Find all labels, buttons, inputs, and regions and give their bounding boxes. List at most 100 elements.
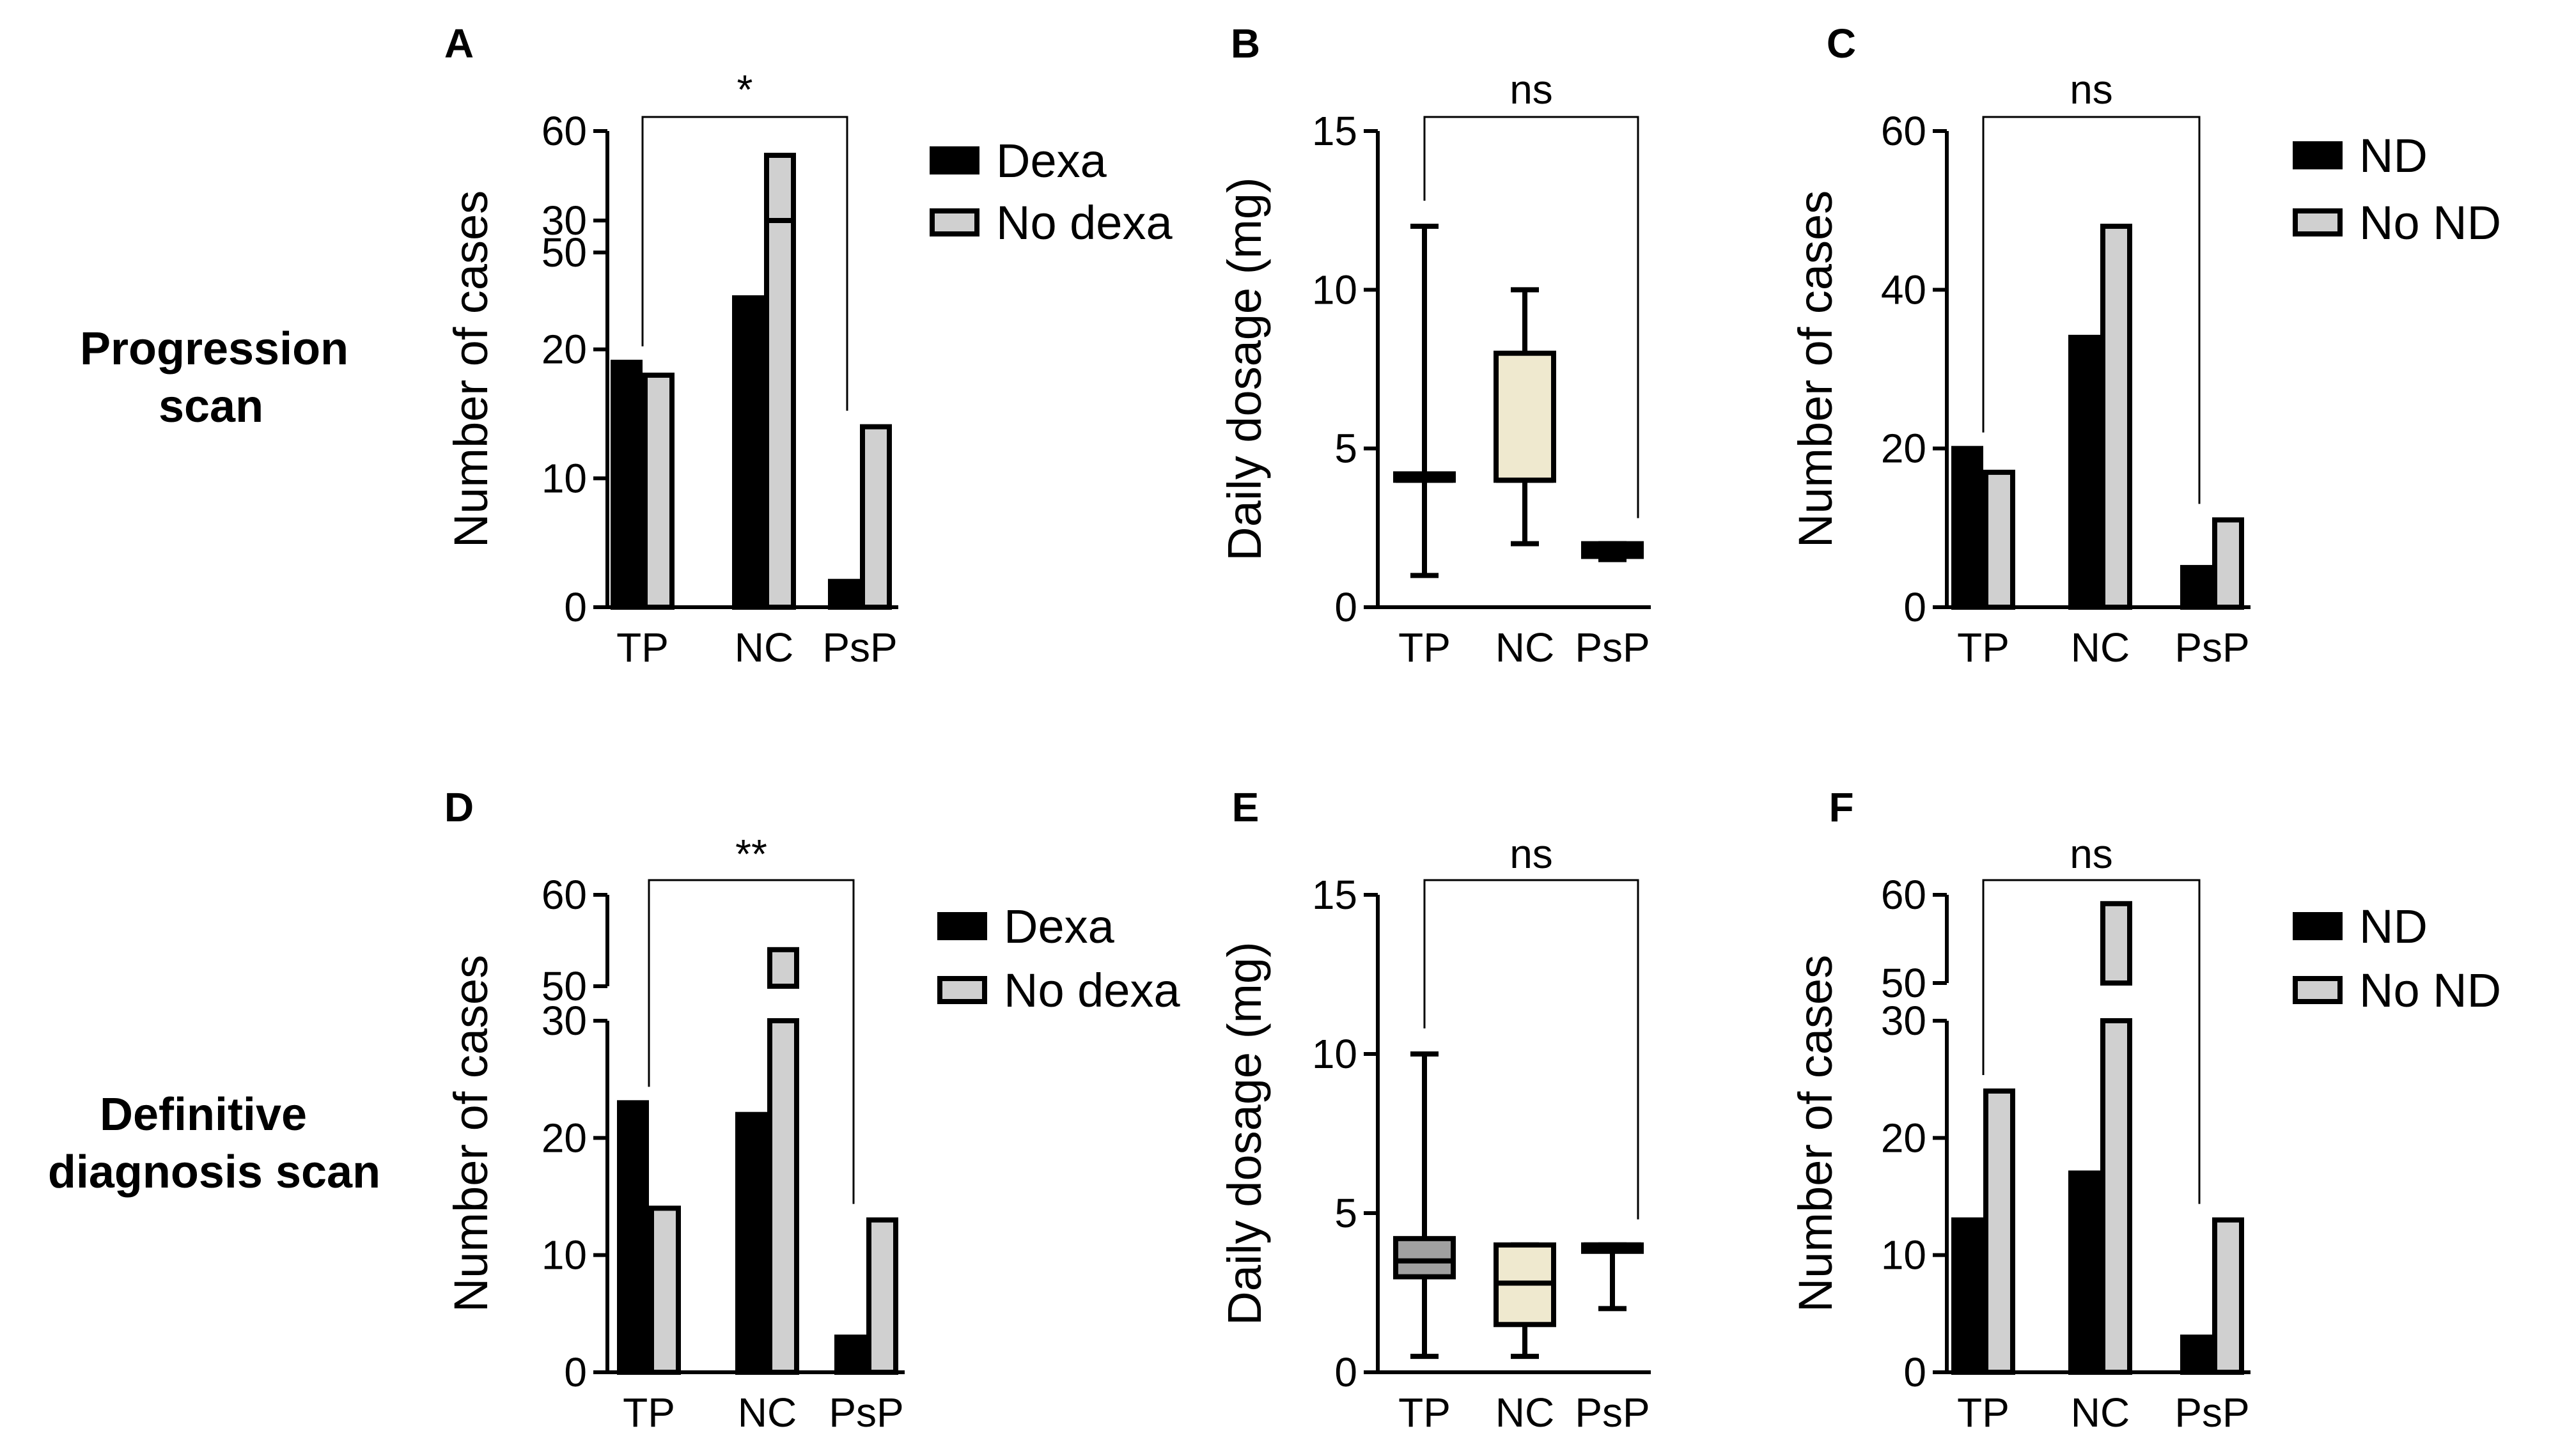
row-label-progression: Progression scan <box>80 323 348 432</box>
y-tick-label: 40 <box>1881 267 1926 313</box>
panel-c: C Number of cases 0 20 40 60 TP NC PsP ns ND No ND <box>1789 20 2501 670</box>
bar-nd <box>2068 1170 2100 1375</box>
legend-swatch <box>2293 912 2343 940</box>
bar-no-dexa <box>866 1217 898 1375</box>
x-tick-label: NC <box>1495 624 1554 670</box>
bar-no-dexa-lower <box>764 218 796 610</box>
bar-no-nd <box>2212 517 2244 610</box>
y-axis-title: Number of cases <box>444 955 497 1312</box>
x-tick-label: PsP <box>2174 624 2249 670</box>
bar-nd <box>2180 564 2212 610</box>
y-tick-label: 10 <box>542 455 587 501</box>
box <box>1393 1235 1456 1280</box>
panel-letter: C <box>1827 20 1856 66</box>
y-axis-title: Number of cases <box>444 190 497 548</box>
significance-label: ns <box>1510 66 1553 112</box>
bar-no-nd <box>1983 1088 2015 1375</box>
panel-b: B Daily dosage (mg) 0 5 10 15 TP NC PsP ns <box>1218 20 1651 670</box>
bar-nd <box>2180 1335 2212 1375</box>
x-tick-label: TP <box>1957 624 2009 670</box>
row-label-top-line2: scan <box>159 381 263 432</box>
x-tick-label: TP <box>623 1390 675 1436</box>
bar-no-nd <box>2100 224 2132 610</box>
legend-label: No dexa <box>996 196 1173 249</box>
x-tick-label: TP <box>616 624 669 670</box>
significance-label: ns <box>2070 831 2113 877</box>
row-label-bottom-line1: Definitive <box>100 1089 307 1140</box>
y-tick-label: 15 <box>1312 108 1357 154</box>
y-tick-label: 10 <box>1312 267 1357 313</box>
y-tick-label: 60 <box>1881 108 1926 154</box>
legend-label: No ND <box>2359 196 2501 249</box>
legend-label: ND <box>2359 900 2428 953</box>
y-tick-label: 0 <box>1334 584 1357 630</box>
y-tick-label: 20 <box>1881 1115 1926 1161</box>
row-label-top-line1: Progression <box>80 323 348 375</box>
significance-bracket <box>648 879 855 1204</box>
bar-dexa <box>617 1100 649 1375</box>
legend-label: Dexa <box>1004 900 1115 953</box>
y-tick-label: 10 <box>542 1232 587 1278</box>
legend-swatch <box>937 912 987 940</box>
significance-bracket <box>1982 879 2201 1204</box>
bar-nd <box>1951 445 1983 610</box>
bar-no-dexa <box>643 373 675 610</box>
significance-bracket <box>1423 879 1639 1220</box>
x-tick-label: TP <box>1957 1390 2009 1436</box>
y-axis-title: Number of cases <box>1789 955 1842 1312</box>
bar-dexa <box>828 578 860 610</box>
panel-e: E Daily dosage (mg) 0 5 10 15 TP NC PsP ns <box>1218 784 1651 1436</box>
bar-no-dexa <box>860 424 892 610</box>
x-tick-label: TP <box>1398 1390 1451 1436</box>
panel-letter: F <box>1829 784 1853 830</box>
x-tick-label: PsP <box>829 1390 903 1436</box>
y-tick-label: 30 <box>542 998 587 1044</box>
y-tick-label: 20 <box>542 1115 587 1161</box>
box <box>1494 350 1556 483</box>
y-tick-label: 15 <box>1312 872 1357 918</box>
x-tick-label: PsP <box>2174 1390 2249 1436</box>
y-tick-label: 50 <box>542 963 587 1009</box>
x-tick-label: NC <box>2071 624 2130 670</box>
x-tick-label: PsP <box>822 624 897 670</box>
significance-label: ns <box>1510 831 1553 877</box>
bar-no-dexa-upper <box>767 947 799 989</box>
y-axis-title: Number of cases <box>1789 190 1842 548</box>
legend-label: Dexa <box>996 134 1107 187</box>
y-axis-title: Daily dosage (mg) <box>1218 177 1271 561</box>
y-tick-label: 20 <box>1881 426 1926 472</box>
significance-bracket <box>1423 116 1639 518</box>
bar-dexa <box>611 359 643 610</box>
y-tick-label: 0 <box>1903 1349 1926 1395</box>
significance-label: * <box>737 66 753 112</box>
significance-bracket <box>1982 116 2201 504</box>
x-tick-label: TP <box>1398 624 1451 670</box>
legend-swatch <box>2293 976 2343 1004</box>
x-tick-label: NC <box>735 624 793 670</box>
y-tick-label: 10 <box>1881 1232 1926 1278</box>
x-tick-label: NC <box>2071 1390 2130 1436</box>
x-tick-label: NC <box>738 1390 797 1436</box>
bar-no-nd-lower <box>2100 1018 2132 1375</box>
significance-bracket <box>641 116 848 411</box>
bar-no-nd <box>1983 469 2015 610</box>
y-tick-label: 50 <box>1881 960 1926 1006</box>
panel-letter: E <box>1232 784 1260 830</box>
y-tick-label: 0 <box>564 584 587 630</box>
significance-label: ** <box>735 831 767 877</box>
panel-letter: A <box>444 20 474 66</box>
legend-swatch <box>2293 208 2343 236</box>
panel-letter: D <box>444 784 474 830</box>
row-label-definitive: Definitive diagnosis scan <box>48 1089 380 1198</box>
y-tick-label: 0 <box>1334 1349 1357 1395</box>
y-tick-label: 5 <box>1334 426 1357 472</box>
y-tick-label: 0 <box>1903 584 1926 630</box>
y-tick-label: 10 <box>1312 1031 1357 1077</box>
y-tick-label: 5 <box>1334 1190 1357 1236</box>
row-label-bottom-line2: diagnosis scan <box>48 1147 380 1198</box>
